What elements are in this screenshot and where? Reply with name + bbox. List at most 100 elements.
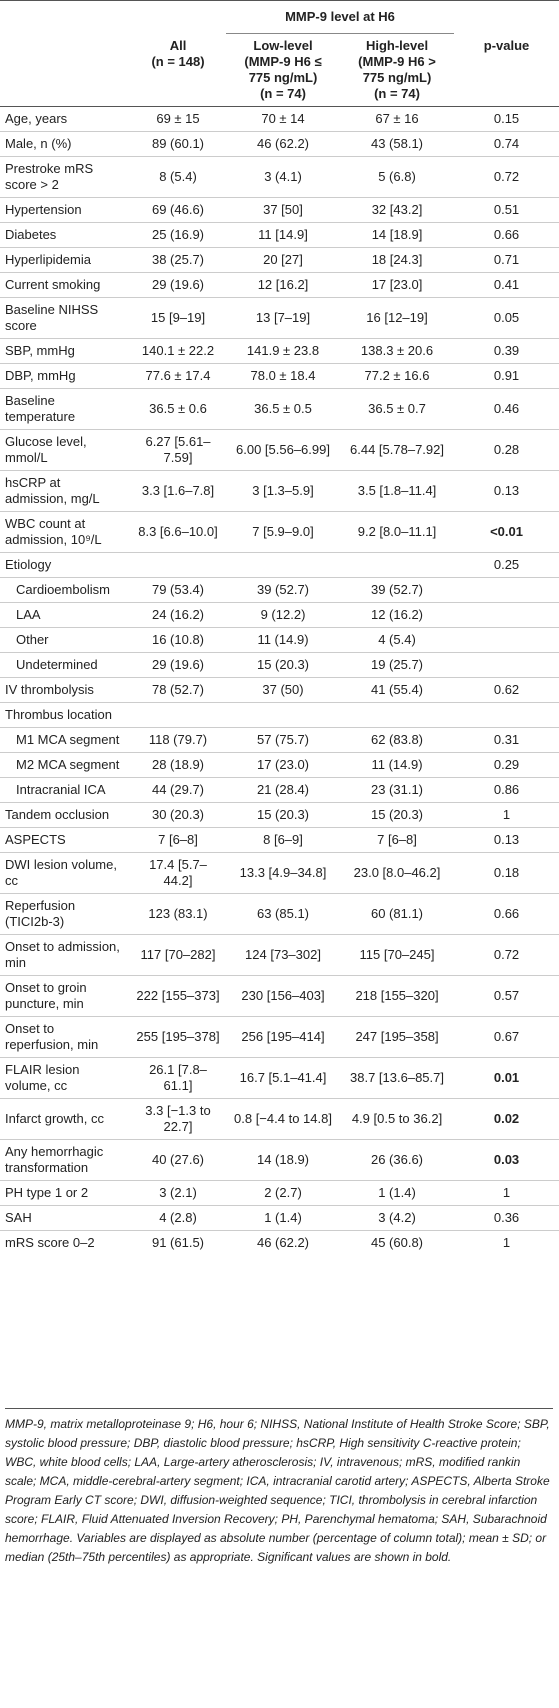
row-label: WBC count at admission, 10⁹/L (0, 511, 130, 553)
cell: 18 [24.3] (340, 247, 455, 273)
row-label: Onset to admission, min (0, 934, 130, 976)
cell: 0.62 (454, 677, 559, 703)
table-row: Male, n (%) 89 (60.1) 46 (62.2) 43 (58.1) 0.… (0, 131, 559, 157)
cell (454, 627, 559, 653)
cell: 118 (79.7) (130, 727, 226, 753)
cell: 0.15 (454, 106, 559, 132)
cell: 0.02 (454, 1098, 559, 1140)
cell: 16.7 [5.1–41.4] (226, 1057, 340, 1099)
cell: 26 (36.6) (340, 1139, 455, 1181)
cell: 11 (14.9) (340, 752, 455, 778)
header-line: (n = 74) (374, 86, 420, 101)
table-row: Current smoking 29 (19.6) 12 [16.2] 17 [23.… (0, 272, 559, 298)
cell: 77.6 ± 17.4 (130, 363, 226, 389)
footnote: MMP-9, matrix metalloproteinase 9; H6, h… (5, 1408, 553, 1567)
column-header: p-value (454, 33, 559, 107)
table-row: LAA 24 (16.2) 9 (12.2) 12 (16.2) (0, 602, 559, 628)
header-line: (n = 74) (260, 86, 306, 101)
cell: 69 ± 15 (130, 106, 226, 132)
cell: 124 [73–302] (226, 934, 340, 976)
cell (454, 702, 559, 728)
data-table: MMP-9 level at H6 All (n = 148) Low-level(… (0, 0, 559, 1255)
cell: 3 [1.3–5.9] (226, 470, 340, 512)
cell: 36.5 ± 0.7 (340, 388, 455, 430)
header-line: (n = 148) (151, 53, 205, 69)
row-label: hsCRP at admission, mg/L (0, 470, 130, 512)
row-label: Intracranial ICA (0, 777, 130, 803)
row-label: PH type 1 or 2 (0, 1180, 130, 1206)
table-row: Baseline temperature 36.5 ± 0.6 36.5 ± 0.5… (0, 388, 559, 430)
cell: 2 (2.7) (226, 1180, 340, 1206)
cell (340, 552, 455, 578)
cell: 0.67 (454, 1016, 559, 1058)
cell: 8.3 [6.6–10.0] (130, 511, 226, 553)
table-row: WBC count at admission, 10⁹/L 8.3 [6.6–10… (0, 511, 559, 553)
cell: 25 (16.9) (130, 222, 226, 248)
cell: 0.41 (454, 272, 559, 298)
cell: 13 [7–19] (226, 297, 340, 339)
cell: 0.13 (454, 470, 559, 512)
cell: 8 (5.4) (130, 156, 226, 198)
row-label: FLAIR lesion volume, cc (0, 1057, 130, 1099)
cell: 0.66 (454, 222, 559, 248)
cell: 23.0 [8.0–46.2] (340, 852, 455, 894)
table-row: Age, years 69 ± 15 70 ± 14 67 ± 16 0.15 (0, 106, 559, 132)
table-row: Onset to admission, min 117 [70–282] 124 [… (0, 934, 559, 976)
cell: 247 [195–358] (340, 1016, 455, 1058)
table-row: Etiology 0.25 (0, 552, 559, 578)
cell: 1 (1.4) (340, 1180, 455, 1206)
cell: 63 (85.1) (226, 893, 340, 935)
cell: 1 (1.4) (226, 1205, 340, 1231)
cell (454, 577, 559, 603)
cell: 43 (58.1) (340, 131, 455, 157)
table-row: Reperfusion (TICI2b-3) 123 (83.1) 63 (85.1… (0, 893, 559, 935)
cell: 15 (20.3) (226, 802, 340, 828)
cell: 45 (60.8) (340, 1230, 455, 1255)
table-row: Tandem occlusion 30 (20.3) 15 (20.3) 15 (20… (0, 802, 559, 828)
row-label: Infarct growth, cc (0, 1098, 130, 1140)
header-line: 775 ng/mL) (248, 70, 318, 85)
cell: 15 (20.3) (226, 652, 340, 678)
header-line: High-level (365, 38, 429, 53)
cell: 46 (62.2) (226, 131, 340, 157)
cell: 6.27 [5.61–7.59] (130, 429, 226, 471)
cell: 256 [195–414] (226, 1016, 340, 1058)
cell: 0.66 (454, 893, 559, 935)
cell: 39 (52.7) (340, 577, 455, 603)
row-label: LAA (0, 602, 130, 628)
cell: 12 [16.2] (226, 272, 340, 298)
cell (130, 552, 226, 578)
cell: 15 [9–19] (130, 297, 226, 339)
cell: 138.3 ± 20.6 (340, 338, 455, 364)
table-row: Onset to groin puncture, min 222 [155–373… (0, 975, 559, 1017)
header-line: 775 ng/mL) (362, 70, 432, 85)
cell: 0.01 (454, 1057, 559, 1099)
cell: 255 [195–378] (130, 1016, 226, 1058)
cell: 0.46 (454, 388, 559, 430)
row-label: Diabetes (0, 222, 130, 248)
cell: 0.8 [−4.4 to 14.8] (226, 1098, 340, 1140)
cell: 9.2 [8.0–11.1] (340, 511, 455, 553)
cell: 60 (81.1) (340, 893, 455, 935)
cell: 21 (28.4) (226, 777, 340, 803)
cell: 14 (18.9) (226, 1139, 340, 1181)
table-row: Thrombus location (0, 702, 559, 728)
cell: 3 (4.1) (226, 156, 340, 198)
cell: 230 [156–403] (226, 975, 340, 1017)
table-row: Other 16 (10.8) 11 (14.9) 4 (5.4) (0, 627, 559, 653)
row-label: IV thrombolysis (0, 677, 130, 703)
cell: 78.0 ± 18.4 (226, 363, 340, 389)
row-label: Any hemorrhagic transformation (0, 1139, 130, 1181)
cell: 16 [12–19] (340, 297, 455, 339)
cell: 46 (62.2) (226, 1230, 340, 1255)
cell: 44 (29.7) (130, 777, 226, 803)
cell: 89 (60.1) (130, 131, 226, 157)
cell: 29 (19.6) (130, 652, 226, 678)
cell: 218 [155–320] (340, 975, 455, 1017)
cell: 0.72 (454, 934, 559, 976)
cell: 79 (53.4) (130, 577, 226, 603)
cell: 115 [70–245] (340, 934, 455, 976)
table-row: Infarct growth, cc 3.3 [−1.3 to 22.7] 0.8 … (0, 1098, 559, 1140)
cell (340, 702, 455, 728)
